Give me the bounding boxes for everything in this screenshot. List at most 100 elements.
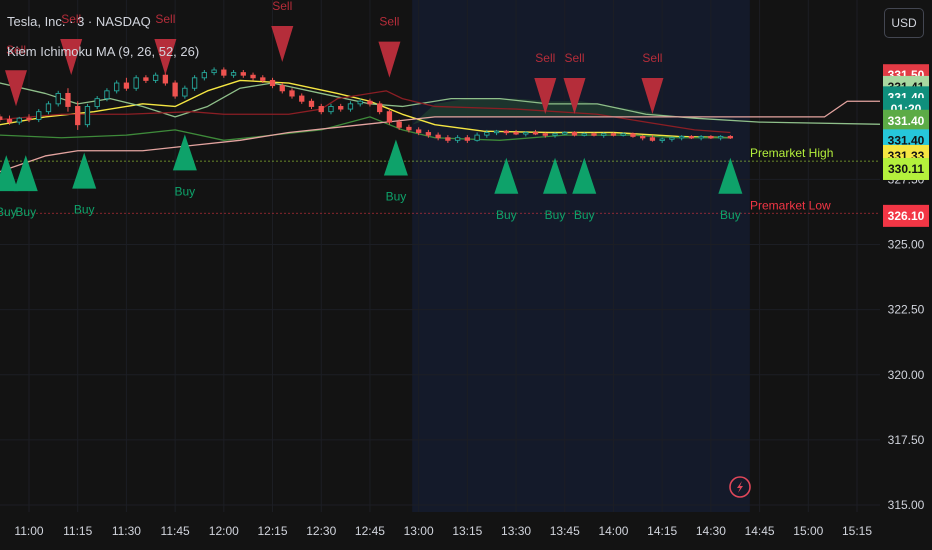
x-tick-label: 13:45 — [550, 524, 580, 538]
sell-signal[interactable]: Sell — [5, 43, 28, 107]
candle-body — [182, 87, 188, 97]
candle — [493, 129, 500, 136]
buy-label: Buy — [74, 203, 95, 217]
red-line — [0, 90, 731, 134]
candles — [0, 67, 734, 143]
candle-body — [172, 82, 178, 97]
pink-line — [0, 100, 906, 173]
candle-body — [454, 137, 461, 141]
candle-body — [493, 130, 500, 134]
candle-body — [649, 137, 656, 141]
x-tick-label: 14:45 — [745, 524, 775, 538]
candle — [591, 132, 597, 137]
candle-body — [396, 121, 402, 128]
candle-body — [6, 119, 13, 123]
x-tick-label: 11:45 — [161, 524, 190, 538]
y-tick-label: 317.50 — [888, 433, 925, 447]
candle-body — [347, 103, 354, 110]
y-tick-label: 320.00 — [888, 368, 925, 382]
candle-body — [104, 90, 110, 100]
x-tick-label: 12:30 — [306, 524, 336, 538]
candle-body — [581, 133, 587, 136]
sell-label: Sell — [6, 43, 26, 57]
candle-body — [698, 135, 704, 139]
buy-arrow-icon — [0, 155, 19, 192]
price-label-bg — [883, 109, 929, 132]
sell-signal[interactable]: Sell — [60, 12, 83, 75]
candle — [386, 109, 393, 125]
sell-label: Sell — [61, 12, 81, 26]
candle — [396, 119, 402, 130]
sell-arrow-icon — [5, 70, 28, 107]
price-label-text: 331.40 — [888, 114, 925, 128]
price-label-bg — [883, 204, 929, 227]
indicator-lines — [0, 79, 906, 173]
currency-button[interactable]: USD — [884, 8, 924, 38]
buy-signal[interactable]: Buy — [494, 157, 519, 222]
candle — [201, 69, 207, 81]
buy-label: Buy — [175, 184, 196, 198]
buy-label: Buy — [15, 205, 36, 219]
x-tick-label: 11:15 — [63, 524, 92, 538]
buy-label: Buy — [496, 208, 517, 222]
candle-body — [532, 132, 539, 135]
buy-signal[interactable]: Buy — [383, 139, 408, 204]
candle-body — [523, 132, 529, 135]
buy-signal[interactable]: Buy — [718, 157, 743, 222]
buy-signal[interactable]: Buy — [72, 152, 97, 217]
candle — [75, 101, 81, 130]
buy-signal[interactable]: Buy — [172, 134, 197, 198]
candle — [84, 103, 91, 128]
sell-signal[interactable]: Sell — [641, 51, 664, 115]
buy-signal[interactable]: Buy — [543, 157, 568, 222]
candle — [523, 131, 529, 137]
y-tick-label: 315.00 — [888, 498, 925, 512]
buy-signal[interactable]: Buy — [13, 155, 38, 219]
x-tick-label: 13:00 — [404, 524, 434, 538]
candle-body — [484, 132, 490, 136]
candle — [464, 135, 471, 143]
candle-body — [640, 135, 646, 139]
sell-arrow-icon — [534, 78, 557, 115]
sell-arrow-icon — [378, 41, 401, 78]
bolt-icon[interactable] — [729, 476, 751, 498]
candle-body — [230, 72, 237, 76]
candle-body — [250, 74, 256, 79]
candle-body — [211, 69, 217, 74]
candle — [114, 80, 120, 94]
candle — [191, 75, 198, 91]
price-label: 330.11 — [883, 157, 929, 180]
buy-label: Buy — [720, 208, 741, 222]
candle-body — [571, 132, 578, 136]
sell-signal[interactable]: Sell — [534, 51, 557, 115]
candle — [0, 114, 3, 123]
candle-body — [630, 133, 636, 137]
sell-signal[interactable]: Sell — [154, 12, 177, 75]
sell-label: Sell — [642, 51, 662, 65]
y-tick-label: 325.00 — [888, 238, 925, 252]
buy-signal[interactable]: Buy — [0, 155, 19, 219]
candle-body — [669, 137, 675, 140]
buy-signal[interactable]: Buy — [572, 157, 597, 222]
sell-signal[interactable]: Sell — [271, 0, 294, 62]
buy-arrow-icon — [718, 157, 743, 194]
candle-body — [552, 133, 558, 136]
sell-signal[interactable]: Sell — [563, 51, 586, 115]
candle — [552, 132, 558, 138]
price-label: 326.10 — [883, 204, 929, 227]
candle-body — [114, 82, 120, 92]
time-axis-bg — [0, 512, 932, 550]
x-tick-label: 12:00 — [209, 524, 239, 538]
candle — [172, 80, 178, 99]
candle — [65, 88, 71, 112]
sell-signal[interactable]: Sell — [378, 15, 401, 78]
candle — [406, 124, 412, 133]
x-tick-label: 15:00 — [793, 524, 823, 538]
y-tick-label: 322.50 — [888, 303, 925, 317]
candle — [152, 72, 159, 84]
candle-body — [269, 79, 276, 87]
candle — [94, 96, 100, 110]
candle-body — [601, 133, 607, 136]
candle-body — [191, 77, 198, 89]
